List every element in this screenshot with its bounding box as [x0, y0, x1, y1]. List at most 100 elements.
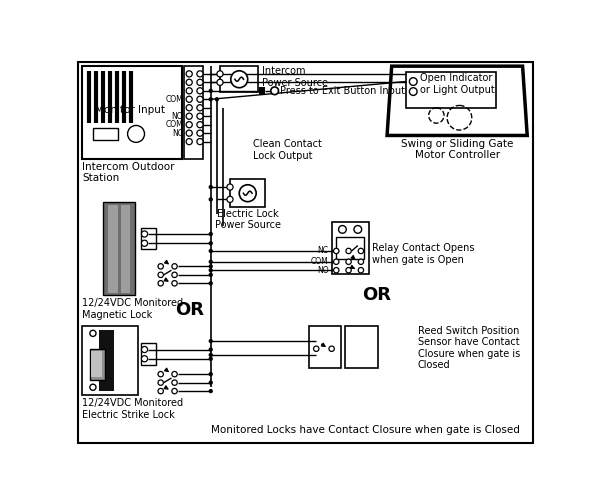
Circle shape	[409, 78, 417, 86]
Bar	[405, 72, 496, 108]
Circle shape	[172, 380, 177, 386]
Circle shape	[172, 372, 177, 377]
Circle shape	[209, 97, 213, 102]
Circle shape	[209, 197, 213, 202]
Text: NC: NC	[172, 128, 183, 138]
Circle shape	[358, 268, 364, 273]
Circle shape	[158, 388, 163, 394]
Text: COM: COM	[165, 95, 183, 104]
Circle shape	[209, 272, 213, 277]
Bar	[331, 222, 368, 274]
Bar	[346, 326, 378, 368]
Circle shape	[141, 346, 148, 352]
Circle shape	[209, 264, 213, 268]
Circle shape	[354, 226, 362, 233]
Circle shape	[239, 184, 256, 202]
Circle shape	[334, 268, 339, 273]
Circle shape	[209, 241, 213, 246]
Circle shape	[209, 249, 213, 253]
Circle shape	[186, 130, 193, 136]
Bar	[230, 180, 265, 207]
Circle shape	[186, 88, 193, 94]
Bar	[91, 351, 102, 377]
Bar	[90, 349, 105, 380]
Circle shape	[158, 380, 163, 386]
Text: Open Indicator
or Light Output: Open Indicator or Light Output	[420, 73, 495, 94]
Circle shape	[197, 79, 203, 86]
Text: 12/24VDC Monitored
Electric Strike Lock: 12/24VDC Monitored Electric Strike Lock	[82, 398, 184, 419]
Circle shape	[329, 346, 334, 352]
Circle shape	[209, 353, 213, 357]
Text: OR: OR	[362, 286, 391, 304]
Circle shape	[158, 280, 163, 286]
Circle shape	[186, 122, 193, 128]
Text: Intercom Outdoor
Station: Intercom Outdoor Station	[82, 162, 175, 183]
Circle shape	[172, 272, 177, 278]
Circle shape	[186, 79, 193, 86]
Text: OR: OR	[175, 301, 204, 320]
Circle shape	[197, 138, 203, 144]
Bar	[184, 66, 203, 158]
Bar	[108, 205, 117, 292]
Circle shape	[172, 388, 177, 394]
Circle shape	[209, 185, 213, 189]
Circle shape	[358, 259, 364, 264]
Text: 12/24VDC Monitored
Magnetic Lock: 12/24VDC Monitored Magnetic Lock	[82, 298, 184, 320]
Text: Clean Contact
Lock Output: Clean Contact Lock Output	[253, 140, 322, 161]
Circle shape	[217, 71, 223, 77]
Circle shape	[158, 264, 163, 269]
Circle shape	[339, 226, 346, 233]
Circle shape	[197, 122, 203, 128]
Text: NO: NO	[317, 266, 328, 274]
Bar	[220, 66, 259, 92]
Circle shape	[209, 260, 213, 264]
Circle shape	[209, 268, 213, 272]
Circle shape	[186, 71, 193, 77]
Bar	[103, 202, 135, 295]
Text: COM: COM	[311, 257, 328, 266]
Circle shape	[197, 113, 203, 119]
Circle shape	[217, 79, 223, 86]
Circle shape	[209, 232, 213, 236]
Text: Swing or Sliding Gate
Motor Controller: Swing or Sliding Gate Motor Controller	[401, 138, 513, 160]
Bar	[141, 344, 156, 365]
Circle shape	[158, 272, 163, 278]
Text: Intercom
Power Source: Intercom Power Source	[262, 66, 328, 88]
Circle shape	[141, 356, 148, 362]
Bar	[259, 87, 265, 94]
Polygon shape	[387, 66, 527, 136]
Bar	[82, 66, 182, 158]
Circle shape	[227, 184, 233, 190]
Bar	[309, 326, 341, 368]
Circle shape	[141, 240, 148, 246]
Circle shape	[346, 248, 351, 254]
Circle shape	[209, 372, 213, 376]
Circle shape	[172, 264, 177, 269]
Circle shape	[209, 356, 213, 361]
Bar	[93, 128, 117, 140]
Circle shape	[346, 259, 351, 264]
Bar	[336, 237, 364, 258]
Text: Electric Lock
Power Source: Electric Lock Power Source	[215, 208, 281, 230]
Circle shape	[186, 138, 193, 144]
Circle shape	[90, 384, 96, 390]
Circle shape	[197, 88, 203, 94]
Circle shape	[334, 259, 339, 264]
Text: Monitor Input: Monitor Input	[95, 104, 165, 115]
Text: Monitored Locks have Contact Closure when gate is Closed: Monitored Locks have Contact Closure whe…	[211, 425, 520, 435]
Circle shape	[215, 97, 219, 102]
Circle shape	[186, 113, 193, 119]
Bar	[99, 330, 114, 391]
Circle shape	[209, 88, 213, 93]
Circle shape	[209, 281, 213, 285]
Text: Press to Exit Button Input: Press to Exit Button Input	[280, 86, 405, 96]
Text: Relay Contact Opens
when gate is Open: Relay Contact Opens when gate is Open	[372, 244, 475, 265]
Circle shape	[227, 196, 233, 202]
Circle shape	[271, 87, 278, 94]
Circle shape	[172, 280, 177, 286]
Circle shape	[409, 88, 417, 96]
Circle shape	[358, 248, 364, 254]
Circle shape	[346, 268, 351, 273]
Circle shape	[334, 248, 339, 254]
Circle shape	[141, 231, 148, 237]
